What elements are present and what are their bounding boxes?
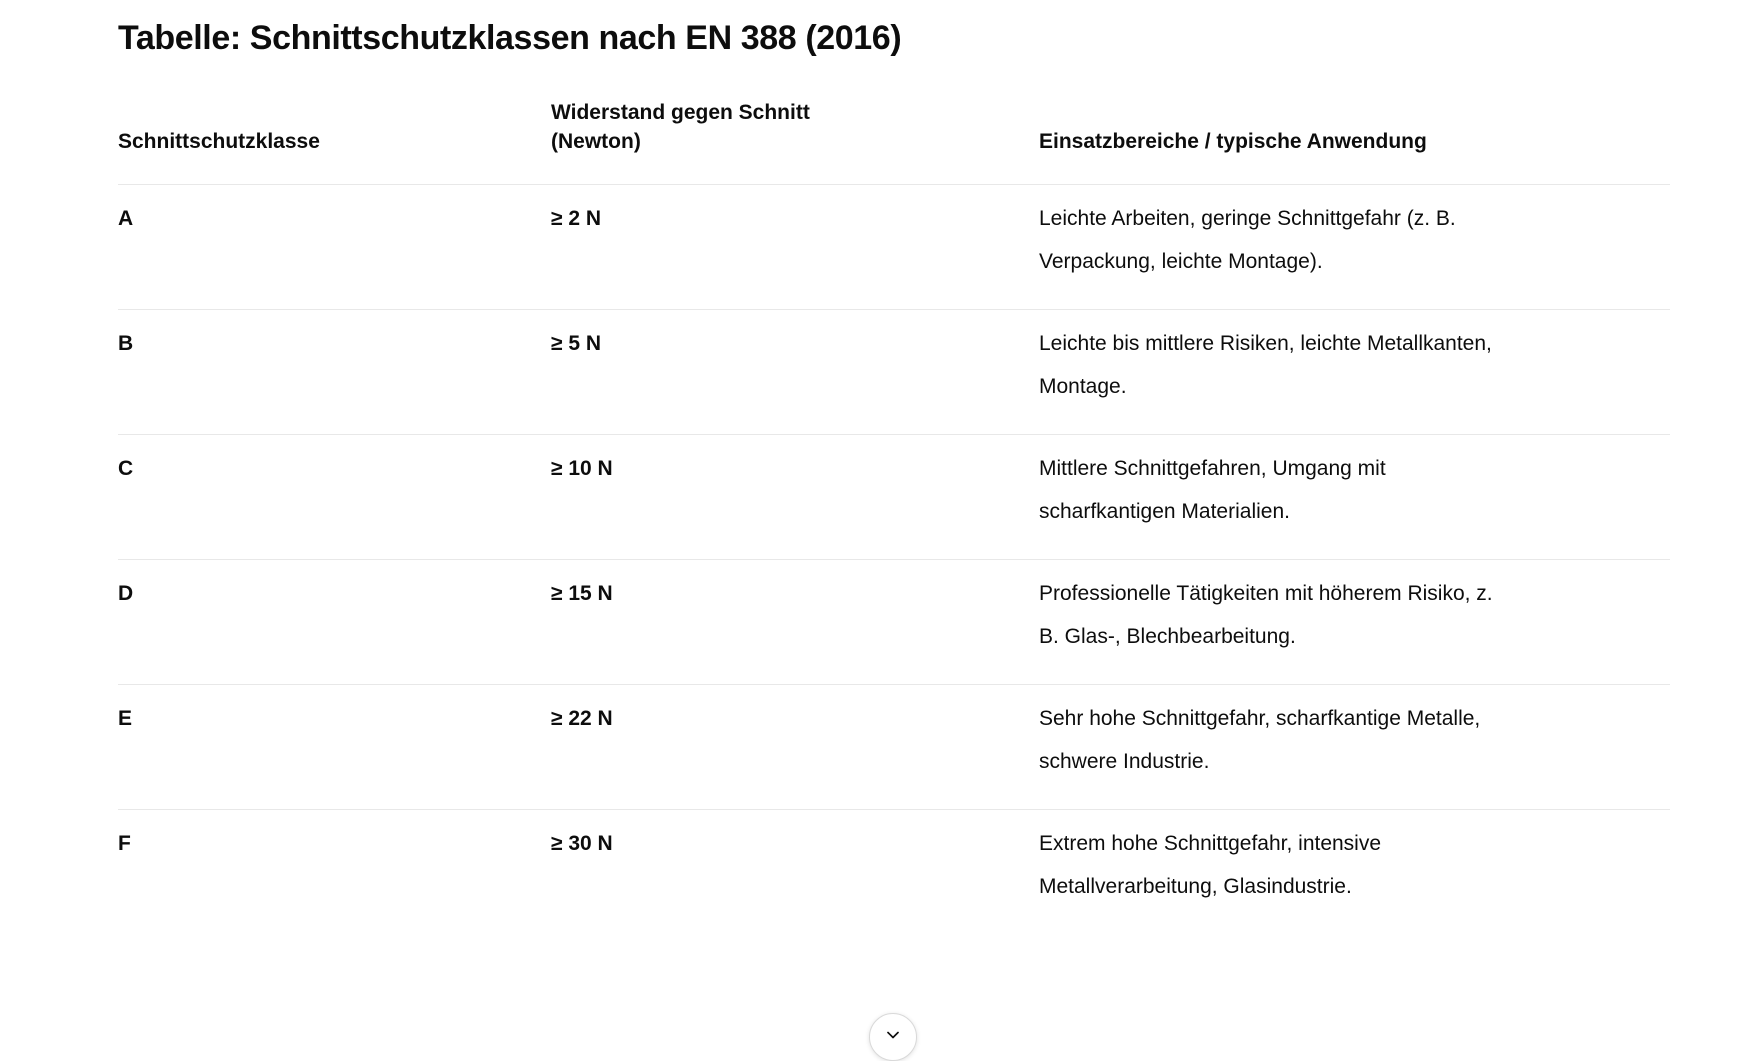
- usage-cell: Leichte bis mittlere Risiken, leichte Me…: [1039, 309, 1670, 435]
- scroll-to-bottom-button[interactable]: [869, 1013, 917, 1061]
- usage-cell: Leichte Arbeiten, geringe Schnittgefahr …: [1039, 184, 1670, 310]
- class-cell: F: [118, 809, 551, 934]
- cut-protection-table: Schnittschutzklasse Widerstand gegen Sch…: [118, 98, 1670, 934]
- usage-cell: Sehr hohe Schnittgefahr, scharfkantige M…: [1039, 684, 1670, 810]
- col-header-widerstand: Widerstand gegen Schnitt (Newton): [551, 101, 810, 153]
- usage-cell: Professionelle Tätigkeiten mit höherem R…: [1039, 559, 1670, 685]
- main-content: Tabelle: Schnittschutzklassen nach EN 38…: [118, 16, 1670, 934]
- newton-cell: ≥ 22 N: [551, 684, 1039, 810]
- table-row: A ≥ 2 N Leichte Arbeiten, geringe Schnit…: [118, 184, 1670, 310]
- col-header-schnittschutzklasse: Schnittschutzklasse: [118, 130, 320, 153]
- chevron-down-icon: [883, 1025, 903, 1050]
- table-row: E ≥ 22 N Sehr hohe Schnittgefahr, scharf…: [118, 684, 1670, 810]
- newton-cell: ≥ 2 N: [551, 184, 1039, 310]
- page-title: Tabelle: Schnittschutzklassen nach EN 38…: [118, 19, 902, 57]
- table-row: D ≥ 15 N Professionelle Tätigkeiten mit …: [118, 559, 1670, 685]
- table-header-row: Schnittschutzklasse Widerstand gegen Sch…: [118, 98, 1670, 185]
- newton-cell: ≥ 5 N: [551, 309, 1039, 435]
- newton-cell: ≥ 15 N: [551, 559, 1039, 685]
- class-cell: C: [118, 434, 551, 560]
- usage-cell: Extrem hohe Schnittgefahr, intensive Met…: [1039, 809, 1670, 934]
- table-row: C ≥ 10 N Mittlere Schnittgefahren, Umgan…: [118, 434, 1670, 560]
- class-cell: E: [118, 684, 551, 810]
- class-cell: A: [118, 184, 551, 310]
- newton-cell: ≥ 10 N: [551, 434, 1039, 560]
- usage-cell: Mittlere Schnittgefahren, Umgang mit sch…: [1039, 434, 1670, 560]
- table-row: F ≥ 30 N Extrem hohe Schnittgefahr, inte…: [118, 809, 1670, 934]
- class-cell: B: [118, 309, 551, 435]
- table-row: B ≥ 5 N Leichte bis mittlere Risiken, le…: [118, 309, 1670, 435]
- col-header-einsatzbereiche: Einsatzbereiche / typische Anwendung: [1039, 130, 1427, 153]
- newton-cell: ≥ 30 N: [551, 809, 1039, 934]
- class-cell: D: [118, 559, 551, 685]
